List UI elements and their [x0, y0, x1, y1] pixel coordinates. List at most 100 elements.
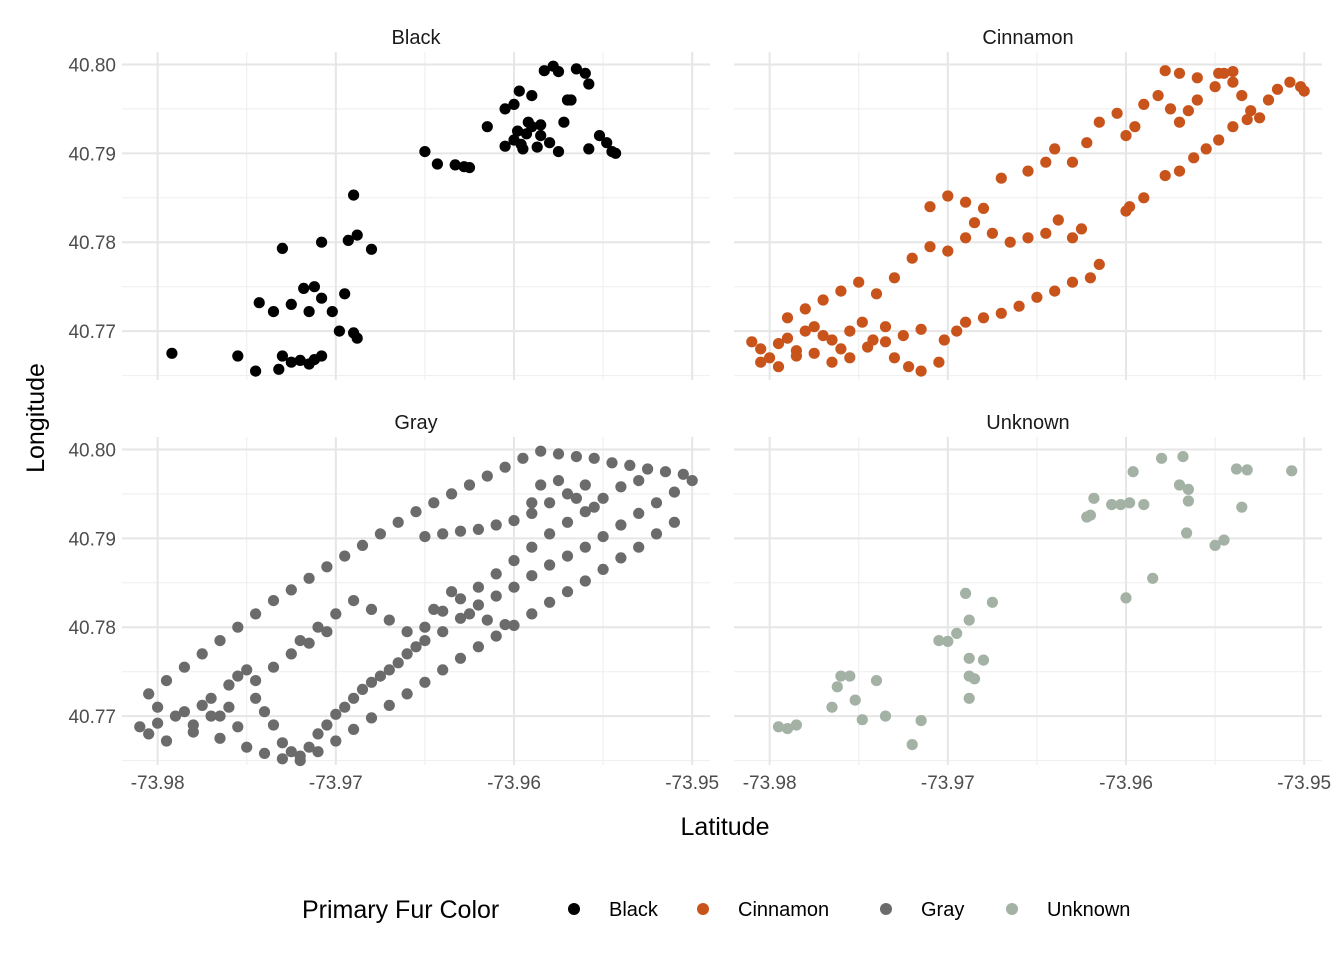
- data-point-gray: [633, 541, 645, 553]
- data-point-cinnamon: [1129, 121, 1141, 133]
- data-point-gray: [463, 608, 476, 620]
- data-point-gray: [517, 452, 529, 464]
- data-point-unknown: [1156, 452, 1168, 464]
- data-point-gray: [472, 581, 484, 593]
- legend-item-unknown: Unknown: [1006, 899, 1130, 921]
- data-point-black: [348, 189, 360, 201]
- data-point-gray: [276, 737, 288, 749]
- data-point-cinnamon: [977, 202, 990, 214]
- data-point-cinnamon: [844, 352, 856, 364]
- data-point-cinnamon: [1084, 272, 1096, 284]
- data-point-gray: [356, 539, 369, 552]
- data-point-cinnamon: [995, 172, 1007, 184]
- data-point-gray: [535, 445, 547, 457]
- data-point-gray: [615, 552, 627, 564]
- data-point-cinnamon: [1066, 156, 1079, 168]
- data-point-gray: [267, 719, 280, 731]
- data-point-cinnamon: [1245, 105, 1257, 117]
- data-point-gray: [365, 676, 378, 688]
- data-point-gray: [303, 637, 315, 649]
- data-point-black: [333, 325, 345, 337]
- data-point-unknown: [831, 681, 843, 693]
- legend: Primary Fur Color Black Cinnamon Gray Unkno…: [302, 896, 1130, 924]
- data-point-cinnamon: [960, 196, 972, 208]
- data-point-cinnamon: [897, 330, 909, 342]
- data-point-black: [522, 116, 534, 128]
- data-point-unknown: [826, 701, 838, 713]
- data-point-gray: [392, 657, 404, 669]
- legend-key-dot: [880, 903, 892, 915]
- data-point-black: [298, 282, 310, 294]
- y-tick-label: 40.79: [68, 144, 116, 165]
- data-point-cinnamon: [755, 343, 767, 355]
- data-point-gray: [597, 492, 609, 504]
- data-point-gray: [552, 475, 565, 487]
- data-point-unknown: [986, 596, 999, 608]
- data-point-gray: [339, 701, 351, 713]
- data-point-cinnamon: [888, 352, 901, 364]
- data-point-gray: [401, 626, 413, 638]
- data-point-gray: [152, 701, 164, 713]
- data-point-unknown: [963, 614, 975, 626]
- data-point-black: [316, 236, 328, 248]
- data-point-gray: [588, 501, 600, 513]
- facet-strip-label: Black: [392, 27, 442, 49]
- data-point-gray: [437, 528, 449, 540]
- data-point-black: [508, 98, 520, 110]
- data-point-gray: [526, 507, 538, 519]
- data-point-gray: [205, 692, 217, 704]
- data-point-gray: [579, 506, 591, 518]
- data-point-unknown: [1181, 527, 1193, 539]
- legend-items: Black Cinnamon Gray Unknown: [568, 899, 1130, 921]
- data-point-black: [520, 128, 533, 140]
- data-point-cinnamon: [853, 276, 865, 288]
- legend-item-gray: Gray: [880, 899, 964, 921]
- y-tick-label: 40.77: [68, 707, 116, 728]
- data-point-cinnamon: [1271, 83, 1284, 95]
- data-point-gray: [267, 661, 280, 673]
- data-point-black: [267, 306, 280, 318]
- data-point-unknown: [963, 652, 975, 664]
- data-point-unknown: [1177, 451, 1189, 463]
- data-point-unknown: [1182, 483, 1194, 495]
- data-point-unknown: [933, 635, 945, 647]
- data-point-gray: [143, 728, 155, 740]
- data-point-cinnamon: [1254, 112, 1266, 124]
- data-point-gray: [312, 746, 324, 758]
- data-point-cinnamon: [960, 232, 972, 244]
- data-point-gray: [339, 550, 351, 562]
- data-point-cinnamon: [1298, 85, 1310, 97]
- data-point-black: [232, 350, 244, 362]
- data-point-black: [276, 350, 288, 362]
- x-tick-label: -73.97: [309, 773, 363, 794]
- data-point-gray: [410, 641, 422, 653]
- data-point-gray: [490, 519, 502, 531]
- x-tick-label: -73.97: [921, 773, 975, 794]
- data-point-gray: [285, 584, 297, 596]
- data-point-cinnamon: [1049, 285, 1061, 297]
- data-point-black: [570, 63, 583, 75]
- data-point-cinnamon: [924, 241, 936, 253]
- y-tick-label: 40.78: [68, 233, 116, 254]
- data-point-gray: [419, 635, 431, 647]
- data-point-black: [583, 143, 595, 155]
- data-point-gray: [633, 507, 645, 519]
- data-point-gray: [437, 626, 449, 638]
- data-point-gray: [561, 586, 574, 598]
- data-point-gray: [579, 479, 591, 491]
- data-point-gray: [321, 626, 333, 638]
- data-point-unknown: [1088, 492, 1100, 504]
- data-point-black: [308, 281, 320, 293]
- legend-label: Gray: [921, 899, 964, 921]
- data-point-unknown: [942, 635, 954, 648]
- data-point-gray: [454, 525, 467, 537]
- data-point-gray: [526, 570, 538, 582]
- data-point-gray: [570, 492, 583, 504]
- data-point-black: [273, 363, 285, 375]
- data-point-black: [552, 66, 565, 78]
- data-point-gray: [508, 581, 520, 593]
- data-point-cinnamon: [942, 190, 954, 202]
- data-point-black: [463, 162, 476, 174]
- data-point-gray: [374, 528, 386, 540]
